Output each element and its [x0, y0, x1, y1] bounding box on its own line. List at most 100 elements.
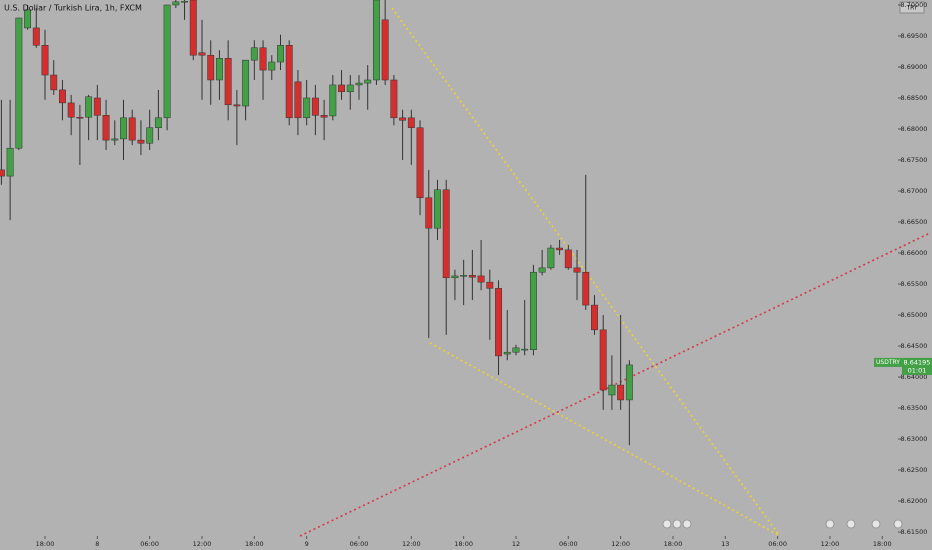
candle-body: [277, 45, 284, 63]
candle-body: [207, 54, 215, 81]
x-tick-label: 18:00: [454, 540, 473, 548]
x-tick-label: 12:00: [611, 540, 630, 548]
x-tick-label: 12:00: [821, 540, 840, 548]
x-tick-label: 13: [721, 540, 729, 548]
y-tick-label: 8.68000: [901, 125, 928, 133]
candle-body: [442, 189, 450, 279]
y-tick-label: 8.67000: [901, 187, 928, 195]
event-icon: [662, 519, 672, 529]
candle-body: [294, 81, 302, 119]
candle-body: [451, 275, 459, 279]
candle-body: [154, 117, 162, 128]
candle-body: [76, 116, 84, 119]
candle-body: [320, 115, 328, 118]
candle-body: [198, 52, 206, 56]
candle-body: [381, 19, 389, 81]
x-tick-label: 06:00: [350, 540, 369, 548]
candle-body: [111, 138, 119, 141]
candle-body: [50, 74, 58, 91]
candle-body: [582, 271, 590, 306]
candle-body: [189, 0, 197, 56]
candle-body: [181, 0, 189, 3]
trend-line: [391, 7, 781, 537]
last-price: 8.64195: [904, 358, 931, 366]
x-tick-label: 18:00: [36, 540, 55, 548]
candle-body: [512, 347, 520, 353]
candle-body: [434, 189, 441, 229]
candle-body: [163, 4, 171, 119]
candle-body: [329, 84, 337, 117]
price-badge: [902, 357, 932, 375]
event-icon: [672, 519, 682, 529]
x-tick-label: 06:00: [140, 540, 159, 548]
candle-body: [591, 304, 598, 331]
candle-body: [564, 249, 572, 269]
candle-body: [250, 47, 258, 61]
candle-body: [503, 351, 511, 355]
y-tick-label: 8.65500: [901, 280, 928, 288]
x-tick-label: 9: [305, 540, 309, 548]
candle-body: [521, 348, 529, 351]
candle-body: [137, 139, 145, 144]
candle-body: [242, 59, 250, 107]
candle-body: [355, 82, 363, 86]
candle-body: [233, 104, 241, 107]
trend-line: [429, 342, 781, 537]
x-tick-label: 06:00: [768, 540, 787, 548]
currency-badge: [899, 1, 925, 14]
candle-body: [495, 288, 502, 357]
x-tick-label: 18:00: [664, 540, 683, 548]
candle-body: [617, 384, 625, 401]
candle-body: [120, 117, 127, 140]
chart-title: U.S. Dollar / Turkish Lira, 1h, FXCM: [4, 4, 142, 13]
y-tick-label: 8.68500: [901, 94, 928, 102]
candle-body: [259, 47, 267, 71]
y-tick-label: 8.69000: [901, 63, 928, 71]
candle-body: [172, 1, 180, 6]
candle-body: [407, 117, 415, 128]
event-icon: [893, 519, 903, 529]
currency: TRY: [905, 5, 917, 12]
x-tick-label: 18:00: [245, 540, 264, 548]
candle-body: [224, 58, 232, 106]
event-icon: [825, 519, 835, 529]
candle-body: [6, 147, 14, 177]
candle-body: [303, 97, 311, 119]
event-icon: [682, 519, 692, 529]
y-tick-label: 8.61500: [901, 528, 928, 536]
candle-body: [599, 329, 607, 391]
candle-body: [67, 102, 75, 118]
y-tick-label: 8.69500: [901, 32, 928, 40]
candle-body: [32, 27, 40, 46]
candle-body: [311, 97, 319, 116]
candle-body: [268, 61, 276, 71]
y-tick-label: 8.64500: [901, 342, 928, 350]
candle-body: [15, 17, 23, 149]
event-icons: [662, 519, 903, 529]
x-tick-label: 8: [95, 540, 99, 548]
y-tick-label: 8.66500: [901, 218, 928, 226]
candle-body: [625, 364, 633, 401]
candle-body: [416, 127, 424, 199]
symbol-label: USDTRY: [876, 359, 900, 366]
candle-body: [346, 84, 354, 93]
candle-body: [477, 275, 485, 283]
candle-body: [390, 79, 398, 119]
candle-body: [338, 84, 345, 93]
candle-body: [460, 275, 468, 277]
candle-body: [146, 127, 154, 144]
drawings: [299, 7, 931, 537]
event-icon: [846, 519, 856, 529]
candle-body: [372, 0, 380, 81]
candle-body: [425, 197, 433, 229]
candle-body: [24, 9, 32, 29]
candle-body: [285, 45, 293, 119]
y-tick-label: 8.63000: [901, 435, 928, 443]
x-tick-label: 12:00: [402, 540, 421, 548]
trend-line: [299, 232, 931, 537]
countdown: 01:01: [908, 366, 927, 374]
candle-body: [41, 45, 49, 76]
event-icon: [871, 519, 881, 529]
